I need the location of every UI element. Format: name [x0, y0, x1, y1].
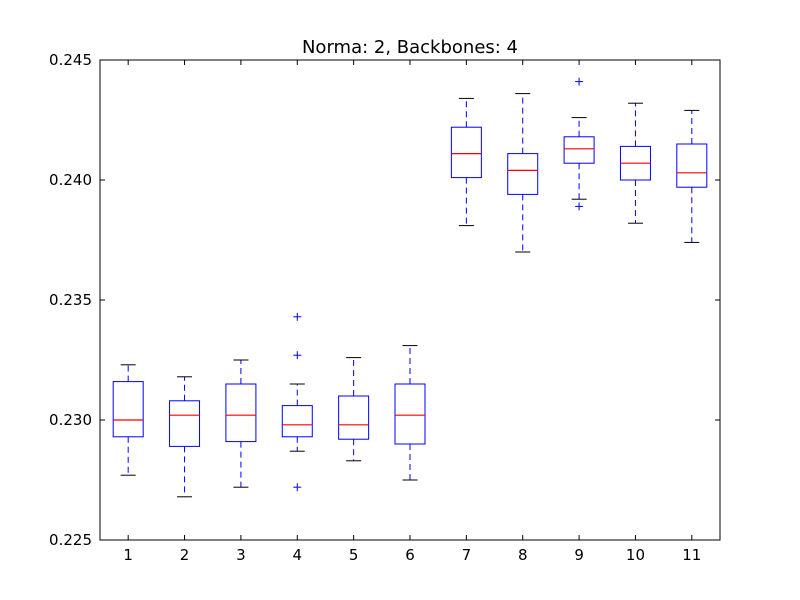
- box-group-8: [507, 93, 539, 253]
- box-group-3: [225, 359, 257, 488]
- box-group-2: [169, 376, 201, 498]
- box-group-7: [450, 97, 482, 227]
- box-group-1: [112, 364, 144, 476]
- y-tick-label: 0.245: [49, 51, 92, 69]
- box-iqr: [112, 381, 144, 438]
- box-iqr: [394, 383, 426, 445]
- box-iqr: [507, 153, 539, 195]
- x-tick-label: 9: [574, 546, 584, 564]
- x-tick-label: 5: [349, 546, 359, 564]
- y-tick-label: 0.235: [49, 291, 92, 309]
- outlier-point: [293, 483, 302, 492]
- box-group-11: [676, 109, 708, 243]
- x-tick-label: 11: [682, 546, 701, 564]
- y-tick-label: 0.225: [49, 531, 92, 549]
- y-tick-label: 0.240: [49, 171, 92, 189]
- x-tick-label: 3: [236, 546, 246, 564]
- box-iqr: [281, 405, 313, 438]
- chart-title: Norma: 2, Backbones: 4: [302, 37, 518, 58]
- box-group-6: [394, 345, 426, 481]
- x-tick-label: 7: [462, 546, 472, 564]
- box-iqr: [338, 395, 370, 440]
- box-group-9: [563, 77, 595, 211]
- x-tick-label: 2: [180, 546, 190, 564]
- axis-ticks: 1 2 3 4 5 6 7 8 9 10 11 0.225 0.230 0.235 0.240 0.245: [49, 51, 720, 564]
- x-tick-label: 6: [405, 546, 415, 564]
- x-tick-label: 4: [292, 546, 302, 564]
- outlier-point: [293, 351, 302, 360]
- box-group-5: [338, 357, 370, 462]
- x-tick-label: 8: [518, 546, 528, 564]
- x-tick-label: 10: [626, 546, 645, 564]
- box-iqr: [450, 126, 482, 179]
- box-iqr: [225, 383, 257, 443]
- box-group-4: [281, 312, 313, 492]
- box-iqr: [563, 136, 595, 164]
- box-iqr: [676, 143, 708, 188]
- box-group-10: [619, 102, 651, 224]
- plot-area: [112, 77, 708, 498]
- outlier-point: [575, 77, 584, 86]
- outlier-point: [575, 202, 584, 211]
- x-tick-label: 1: [123, 546, 133, 564]
- box-iqr: [169, 400, 201, 447]
- y-tick-label: 0.230: [49, 411, 92, 429]
- outlier-point: [293, 312, 302, 321]
